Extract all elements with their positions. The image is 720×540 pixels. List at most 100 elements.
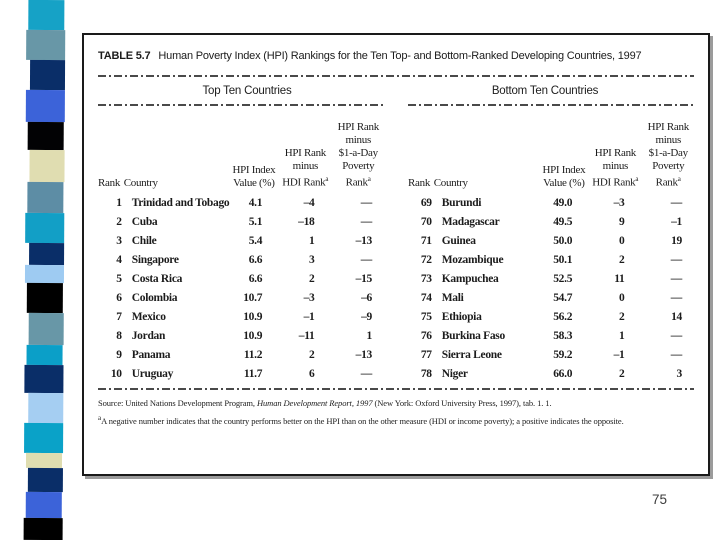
poverty-diff-cell: — (670, 330, 683, 342)
hdi-diff-cell: –11 (298, 330, 315, 342)
rank-cell: 1 (116, 197, 122, 209)
strip-square (27, 181, 64, 214)
rank-cell: 69 (420, 197, 432, 209)
country-cell: Cuba (131, 216, 158, 228)
country-cell: Singapore (131, 254, 179, 266)
hdi-diff-cell: 2 (619, 368, 625, 380)
rank-cell: 71 (420, 235, 432, 247)
hpi-value-cell: 52.5 (553, 273, 573, 285)
table-row: 77 Sierra Leone 59.2 –1 — (408, 346, 694, 365)
poverty-diff-cell: — (360, 368, 373, 380)
rank-cell: 8 (116, 330, 122, 342)
strip-square (26, 344, 63, 366)
data-tables: Rank Country HPI Index Value (%) HPI Rank… (98, 106, 694, 384)
strip-square (26, 282, 63, 314)
rank-cell: 74 (420, 292, 432, 304)
rank-cell: 10 (110, 368, 122, 380)
hpi-value-cell: 54.7 (553, 292, 573, 304)
country-cell: Mali (441, 292, 464, 304)
table-row: 73 Kampuchea 52.5 11 — (408, 270, 694, 289)
poverty-diff-cell: –15 (355, 273, 373, 285)
hdi-diff-cell: 2 (309, 349, 315, 361)
hpi-value-cell: 6.6 (248, 254, 263, 266)
country-cell: Niger (441, 368, 468, 380)
country-cell: Costa Rica (131, 273, 183, 285)
poverty-diff-cell: –6 (361, 292, 372, 304)
table-title-text: Human Poverty Index (HPI) Rankings for t… (158, 50, 642, 62)
col-rank: Rank (408, 177, 431, 189)
table-image-frame: TABLE 5.7 Human Poverty Index (HPI) Ranki… (82, 33, 710, 476)
table-row: 71 Guinea 50.0 0 19 (408, 232, 694, 251)
col-poverty-diff: HPI Rank minus $1-a-Day Poverty Ranka (337, 121, 380, 189)
table-title: TABLE 5.7 Human Poverty Index (HPI) Ranki… (98, 50, 694, 62)
poverty-diff-cell: — (670, 349, 683, 361)
hdi-diff-cell: –1 (303, 311, 315, 323)
strip-square (28, 392, 64, 424)
table-row: 6 Colombia 10.7 –3 –6 (98, 289, 384, 308)
hdi-diff-cell: 9 (619, 216, 625, 228)
country-cell: Uruguay (131, 368, 174, 380)
source-title-italic: Human Development Report, 1997 (256, 398, 373, 408)
source-note: Source: United Nations Development Progr… (98, 398, 552, 408)
hpi-value-cell: 56.2 (553, 311, 573, 323)
hdi-diff-cell: 2 (619, 254, 625, 266)
hpi-value-cell: 10.7 (243, 292, 263, 304)
hpi-value-cell: 58.3 (553, 330, 573, 342)
hpi-value-cell: 59.2 (553, 349, 573, 361)
col-hdi-diff: HPI Rank minus HDI Ranka (592, 147, 639, 189)
country-cell: Burkina Faso (441, 330, 505, 342)
strip-square (29, 242, 65, 266)
poverty-diff-cell: 14 (671, 311, 682, 323)
col-country: Country (123, 177, 158, 189)
poverty-diff-cell: 3 (676, 368, 683, 380)
strip-square (24, 364, 64, 394)
rank-cell: 72 (420, 254, 432, 266)
country-cell: Panama (131, 349, 171, 361)
country-cell: Guinea (441, 235, 476, 247)
top-ten-table: Rank Country HPI Index Value (%) HPI Rank… (98, 106, 384, 384)
rank-cell: 6 (116, 292, 122, 304)
table-row: 76 Burkina Faso 58.3 1 — (408, 327, 694, 346)
divider-left-half (98, 104, 384, 106)
poverty-diff-cell: — (360, 216, 373, 228)
country-cell: Mozambique (441, 254, 504, 266)
table-row: 72 Mozambique 50.1 2 — (408, 251, 694, 270)
strip-square (24, 264, 65, 284)
strip-square (29, 149, 65, 183)
col-hpi-value: HPI Index Value (%) (232, 164, 276, 189)
strip-square (27, 121, 64, 151)
country-cell: Sierra Leone (441, 349, 502, 361)
hdi-diff-cell: –4 (303, 197, 315, 209)
rank-cell: 5 (116, 273, 122, 285)
hdi-diff-cell: 2 (619, 311, 625, 323)
country-cell: Burundi (441, 197, 482, 209)
country-cell: Mexico (131, 311, 166, 323)
poverty-diff-cell: — (670, 197, 683, 209)
rank-cell: 70 (420, 216, 432, 228)
table-row: 69 Burundi 49.0 –3 — (408, 194, 694, 213)
table-row: 75 Ethiopia 56.2 2 14 (408, 308, 694, 327)
rank-cell: 76 (420, 330, 432, 342)
country-cell: Kampuchea (441, 273, 499, 285)
hdi-diff-cell: 6 (309, 368, 315, 380)
hpi-value-cell: 49.0 (553, 197, 573, 209)
poverty-diff-cell: 19 (671, 235, 682, 247)
divider-bottom (98, 388, 694, 390)
col-poverty-diff: HPI Rank minus $1-a-Day Poverty Ranka (647, 121, 690, 189)
hpi-value-cell: 10.9 (243, 330, 263, 342)
rank-cell: 7 (116, 311, 122, 323)
table-row: 9 Panama 11.2 2 –13 (98, 346, 384, 365)
poverty-diff-cell: — (360, 254, 373, 266)
rank-cell: 75 (420, 311, 432, 323)
table-row: 78 Niger 66.0 2 3 (408, 365, 694, 384)
divider-sections (98, 104, 694, 106)
bottom-ten-header: Rank Country HPI Index Value (%) HPI Rank… (408, 106, 694, 194)
rank-cell: 77 (420, 349, 432, 361)
strip-square (28, 0, 65, 31)
table-row: 10 Uruguay 11.7 6 — (98, 365, 384, 384)
hdi-diff-cell: 2 (309, 273, 315, 285)
strip-square (29, 59, 66, 91)
footnote-marker: a (98, 414, 102, 422)
strip-square (27, 467, 63, 493)
